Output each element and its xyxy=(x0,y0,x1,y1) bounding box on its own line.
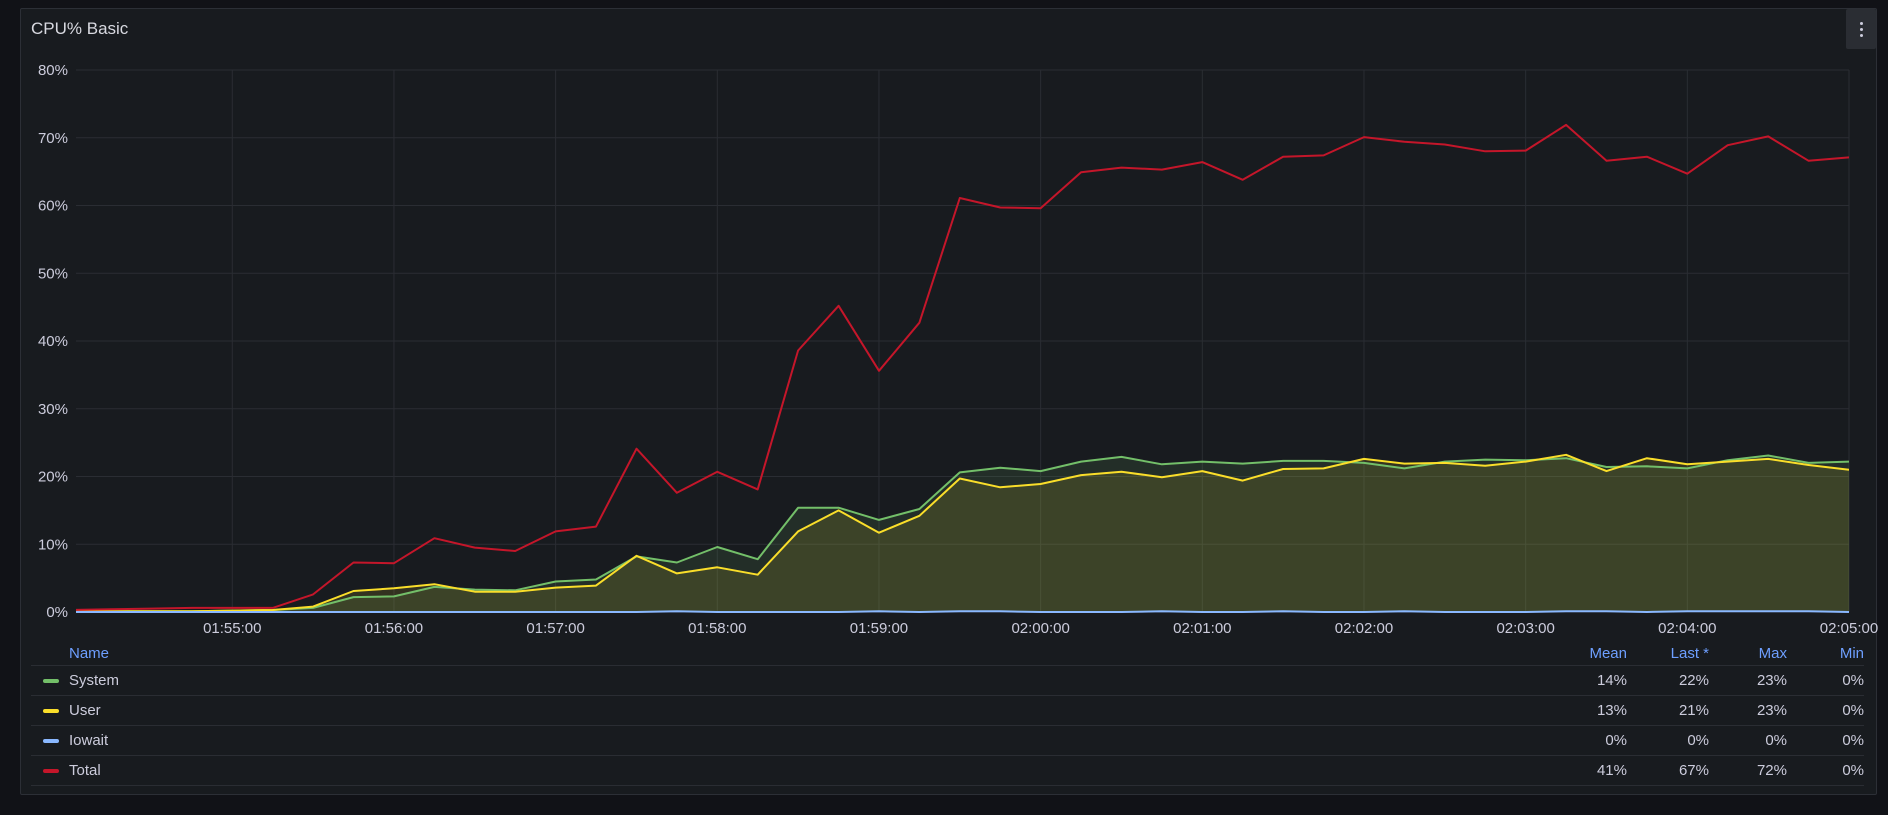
x-tick-label: 01:57:00 xyxy=(526,620,584,637)
legend-mean: 41% xyxy=(1596,762,1627,779)
legend-last: 67% xyxy=(1678,762,1709,779)
x-tick-label: 02:03:00 xyxy=(1496,620,1554,637)
series-line-user[interactable] xyxy=(71,453,1849,613)
legend-swatch-total xyxy=(43,768,59,773)
legend-swatch-system xyxy=(43,678,59,683)
y-tick-label: 0% xyxy=(46,604,68,621)
legend-row-iowait[interactable]: Iowait 0% 0% 0% 0% xyxy=(31,726,1864,756)
legend-header-name[interactable]: Name xyxy=(69,644,110,662)
x-tick-label: 01:59:00 xyxy=(850,620,908,637)
legend-min: 0% xyxy=(1842,702,1864,719)
legend-table: Name Mean Last * Max Min System 14% 22% … xyxy=(31,641,1864,786)
x-tick-label: 02:02:00 xyxy=(1335,620,1393,637)
legend-header-min[interactable]: Min xyxy=(1839,644,1864,662)
legend-max: 23% xyxy=(1756,702,1787,719)
legend-header-mean[interactable]: Mean xyxy=(1589,644,1627,662)
legend-last: 0% xyxy=(1687,732,1709,749)
y-tick-label: 30% xyxy=(38,401,68,418)
series-line-total[interactable] xyxy=(71,123,1849,611)
legend-name[interactable]: User xyxy=(69,702,101,719)
legend-name[interactable]: Iowait xyxy=(69,732,109,749)
legend-row-total[interactable]: Total 41% 67% 72% 0% xyxy=(31,756,1864,786)
y-tick-label: 70% xyxy=(38,130,68,147)
x-tick-label: 02:01:00 xyxy=(1173,620,1231,637)
legend-name[interactable]: System xyxy=(69,672,120,689)
legend-max: 0% xyxy=(1765,732,1787,749)
legend-max: 72% xyxy=(1756,762,1787,779)
legend-mean: 0% xyxy=(1605,732,1627,749)
x-tick-label: 02:05:00 xyxy=(1820,620,1878,637)
y-tick-label: 80% xyxy=(38,62,68,79)
cpu-panel: CPU% Basic 0% 10% 20% 30% 40% 50% 60% 70% 80% 01:… xyxy=(20,8,1878,795)
legend-mean: 13% xyxy=(1596,702,1627,719)
legend-header: Name Mean Last * Max Min xyxy=(31,641,1864,666)
x-tick-label: 01:58:00 xyxy=(688,620,746,637)
legend-min: 0% xyxy=(1842,762,1864,779)
x-tick-label: 01:56:00 xyxy=(365,620,423,637)
y-tick-label: 10% xyxy=(38,536,68,553)
y-tick-label: 60% xyxy=(38,198,68,215)
legend-header-last[interactable]: Last * xyxy=(1670,644,1709,662)
panel-menu-button[interactable] xyxy=(1846,9,1876,49)
panel-title: CPU% Basic xyxy=(31,19,129,38)
legend-min: 0% xyxy=(1842,732,1864,749)
legend-header-max[interactable]: Max xyxy=(1758,644,1787,662)
legend-mean: 14% xyxy=(1596,672,1627,689)
y-tick-label: 40% xyxy=(38,333,68,350)
legend-name[interactable]: Total xyxy=(69,762,101,779)
series-line-iowait[interactable] xyxy=(71,610,1849,613)
series-line-system[interactable] xyxy=(71,454,1849,613)
legend-swatch-user xyxy=(43,708,59,713)
legend-max: 23% xyxy=(1756,672,1787,689)
cpu-chart[interactable]: 0% 10% 20% 30% 40% 50% 60% 70% 80% 01:55:00 01:56:… xyxy=(21,9,1878,639)
kebab-menu-icon xyxy=(1859,21,1863,37)
legend-last: 21% xyxy=(1678,702,1709,719)
legend-row-system[interactable]: System 14% 22% 23% 0% xyxy=(31,666,1864,696)
y-tick-label: 50% xyxy=(38,265,68,282)
y-tick-label: 20% xyxy=(38,469,68,486)
legend-last: 22% xyxy=(1678,672,1709,689)
plot-area xyxy=(71,123,1849,613)
legend-row-user[interactable]: User 13% 21% 23% 0% xyxy=(31,696,1864,726)
x-tick-label: 02:04:00 xyxy=(1658,620,1716,637)
x-tick-label: 01:55:00 xyxy=(203,620,261,637)
legend-swatch-iowait xyxy=(43,738,59,743)
series-area-user xyxy=(76,454,1849,612)
series-area-system xyxy=(76,455,1849,612)
legend-min: 0% xyxy=(1842,672,1864,689)
x-tick-label: 02:00:00 xyxy=(1011,620,1069,637)
